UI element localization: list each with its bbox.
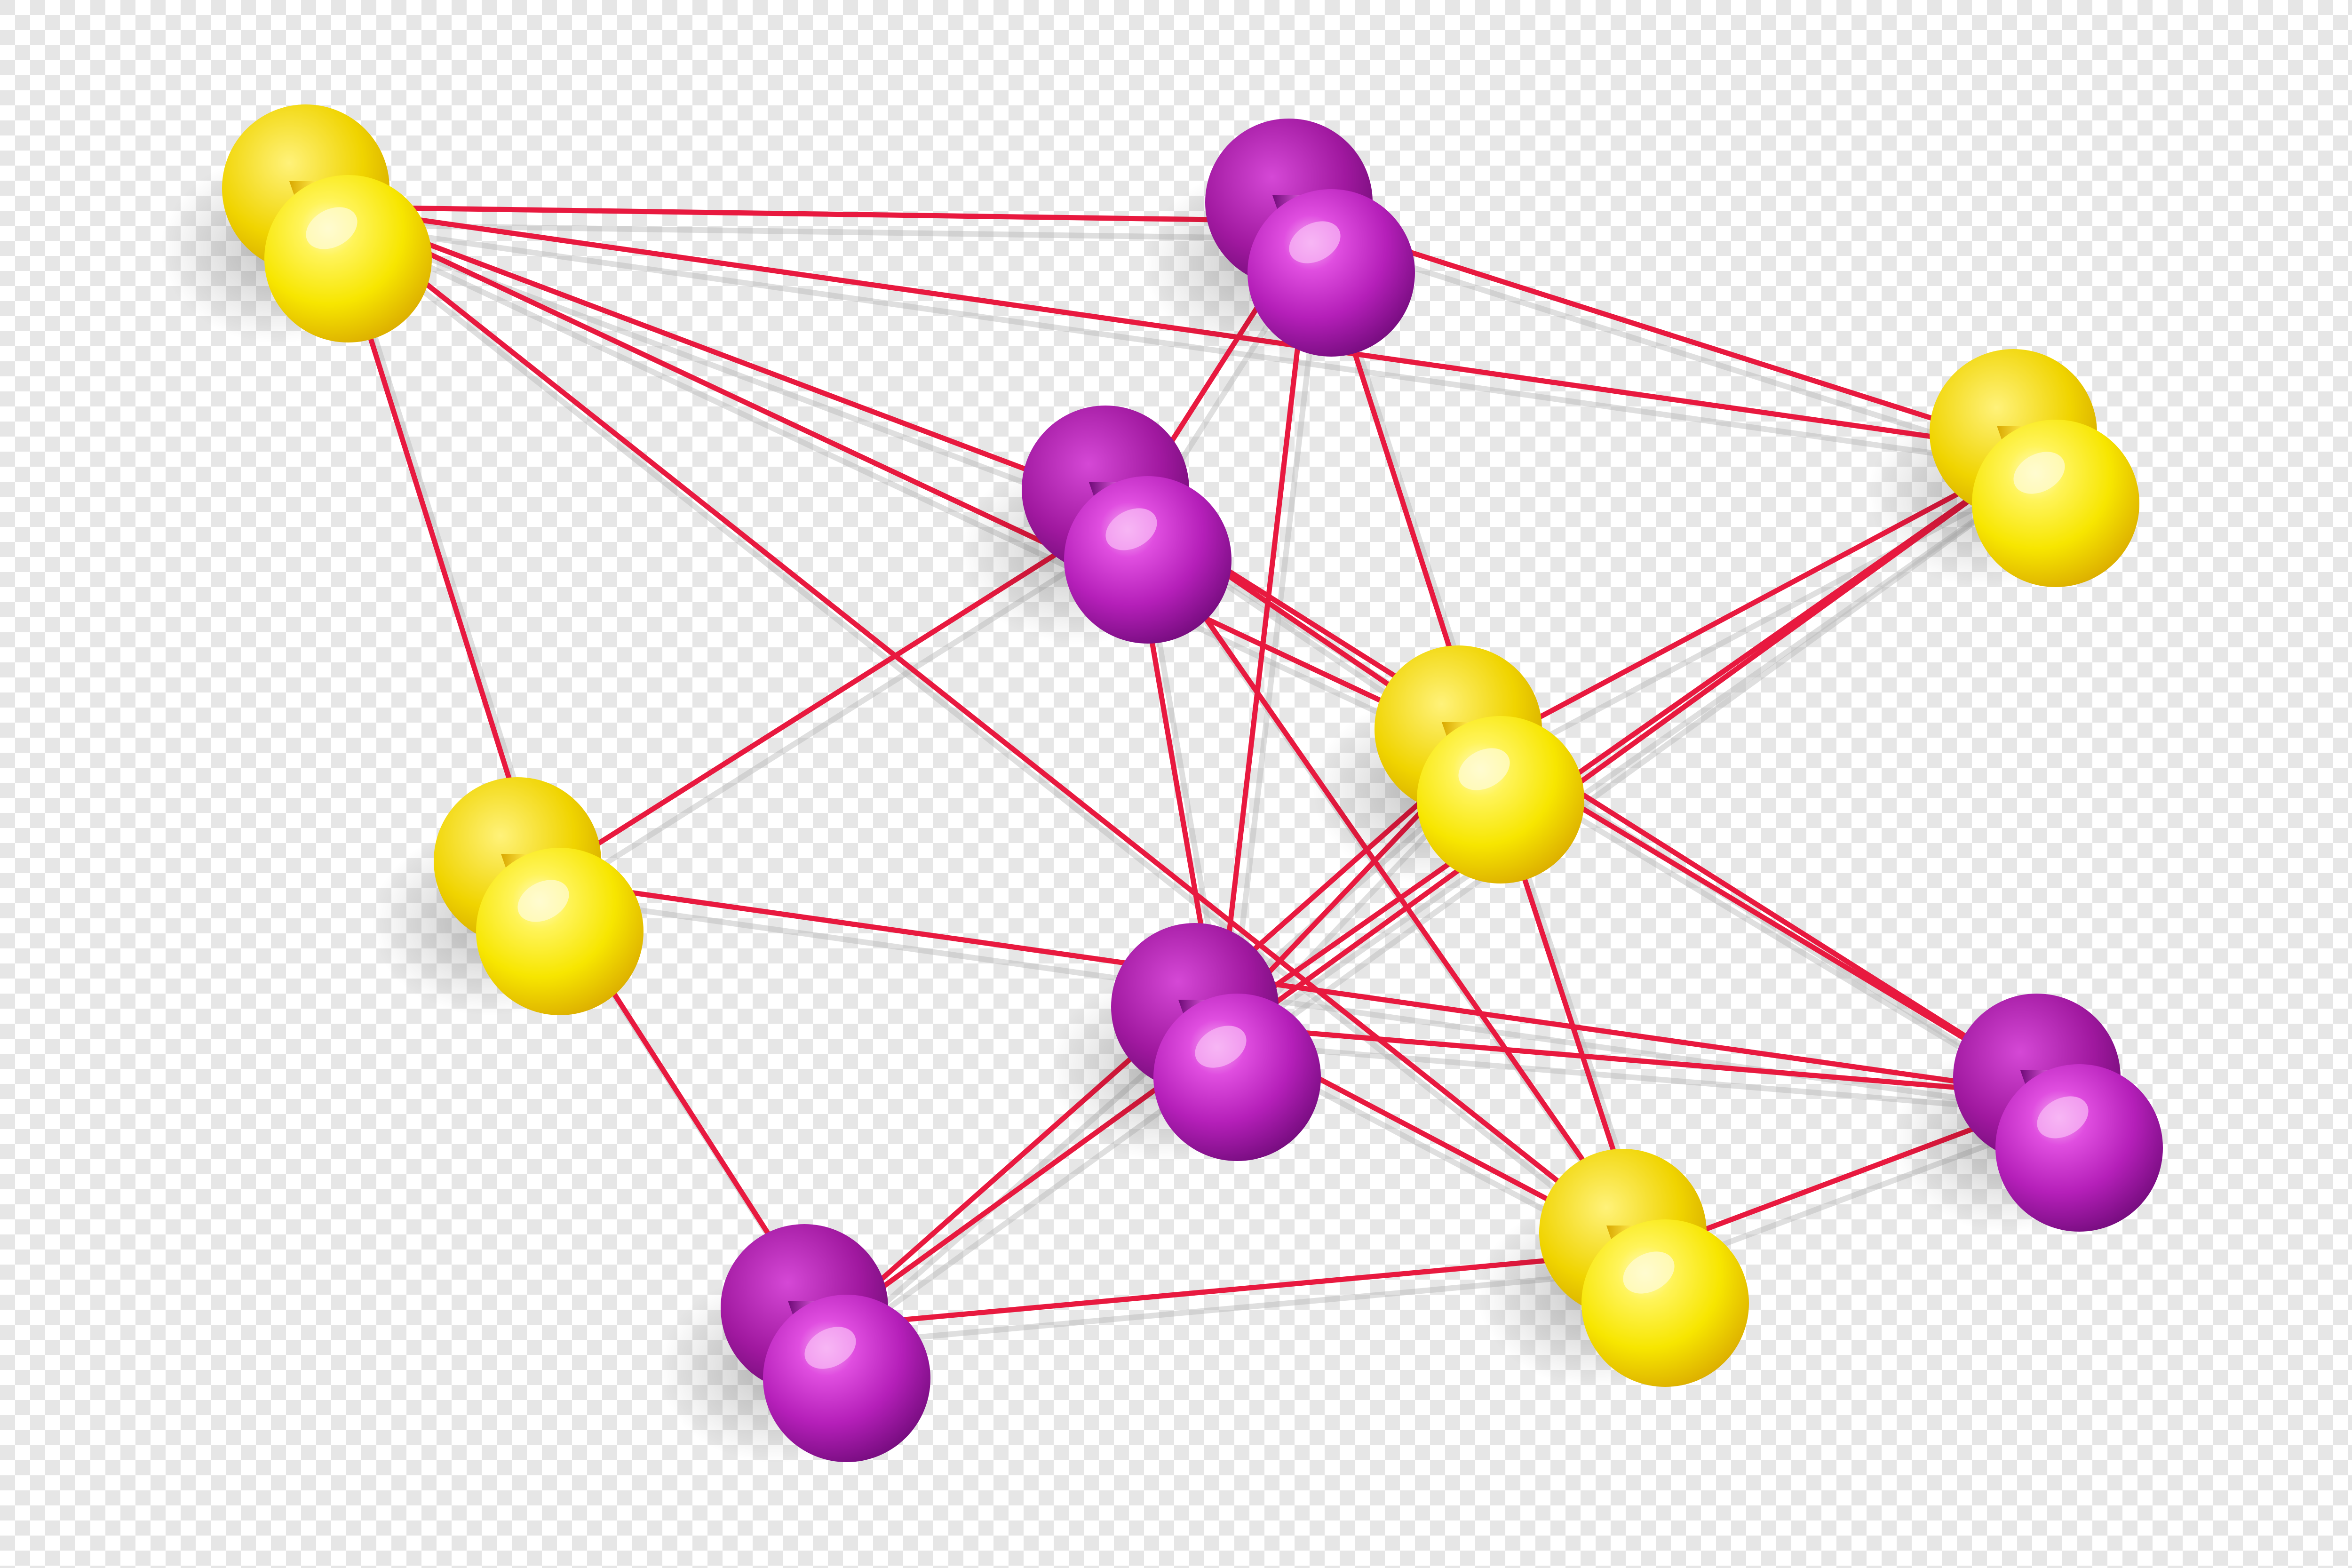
pin-head: [1248, 189, 1415, 357]
purple-pushpin-p3: [1049, 923, 1321, 1162]
purple-pushpin-p5: [1891, 994, 2163, 1233]
pin-head: [1153, 994, 1321, 1161]
string-y1-p2: [326, 204, 1132, 511]
purple-pushpin-p1: [1143, 119, 1415, 358]
string-p2-y5: [1126, 505, 1649, 1254]
string-shadow-y1-y5: [337, 222, 1660, 1272]
string-shadow-y1-y4: [337, 222, 1495, 769]
yellow-pushpin-y5: [1477, 1149, 1749, 1388]
yellow-pushpin-y1: [160, 104, 432, 343]
pushpins: [160, 104, 2163, 1463]
string-shadow-p1-p3: [1226, 236, 1326, 1046]
string-y2-p4: [825, 449, 2040, 1329]
string-p1-p3: [1216, 218, 1315, 1028]
string-y1-y5: [326, 204, 1649, 1254]
string-shadow-y2-p4: [835, 467, 2050, 1347]
pin-head: [264, 175, 432, 342]
pin-highlight: [2037, 1096, 2089, 1138]
string-y1-p1: [326, 204, 1315, 224]
pin-head: [1417, 716, 1584, 883]
pin-head: [1581, 1219, 1749, 1387]
pin-head: [1972, 420, 2139, 587]
string-p1-y2: [1310, 218, 2040, 454]
pin-highlight: [1195, 1026, 1247, 1068]
yellow-pushpin-y4: [1312, 645, 1584, 884]
purple-pushpin-p4: [659, 1224, 930, 1463]
pin-highlight: [804, 1327, 856, 1369]
pin-highlight: [517, 880, 569, 922]
string-shadow-y1-y2: [337, 222, 2050, 472]
pin-highlight: [1289, 221, 1341, 263]
pin-head: [476, 848, 644, 1015]
string-y1-y4: [326, 204, 1485, 751]
string-y3-p5: [538, 877, 2063, 1099]
purple-pushpin-p2: [960, 406, 1232, 645]
pin-highlight: [306, 207, 358, 249]
pin-highlight: [1458, 748, 1510, 790]
yellow-pushpin-y2: [1867, 349, 2139, 588]
yellow-pushpin-y3: [372, 777, 644, 1016]
string-p2-p5: [1126, 505, 2063, 1099]
pin-head: [1995, 1064, 2163, 1232]
pin-head: [763, 1295, 930, 1462]
pin-head: [1064, 476, 1232, 644]
pin-highlight: [2013, 452, 2065, 494]
pin-highlight: [1623, 1251, 1675, 1294]
pin-highlight: [1105, 508, 1157, 550]
